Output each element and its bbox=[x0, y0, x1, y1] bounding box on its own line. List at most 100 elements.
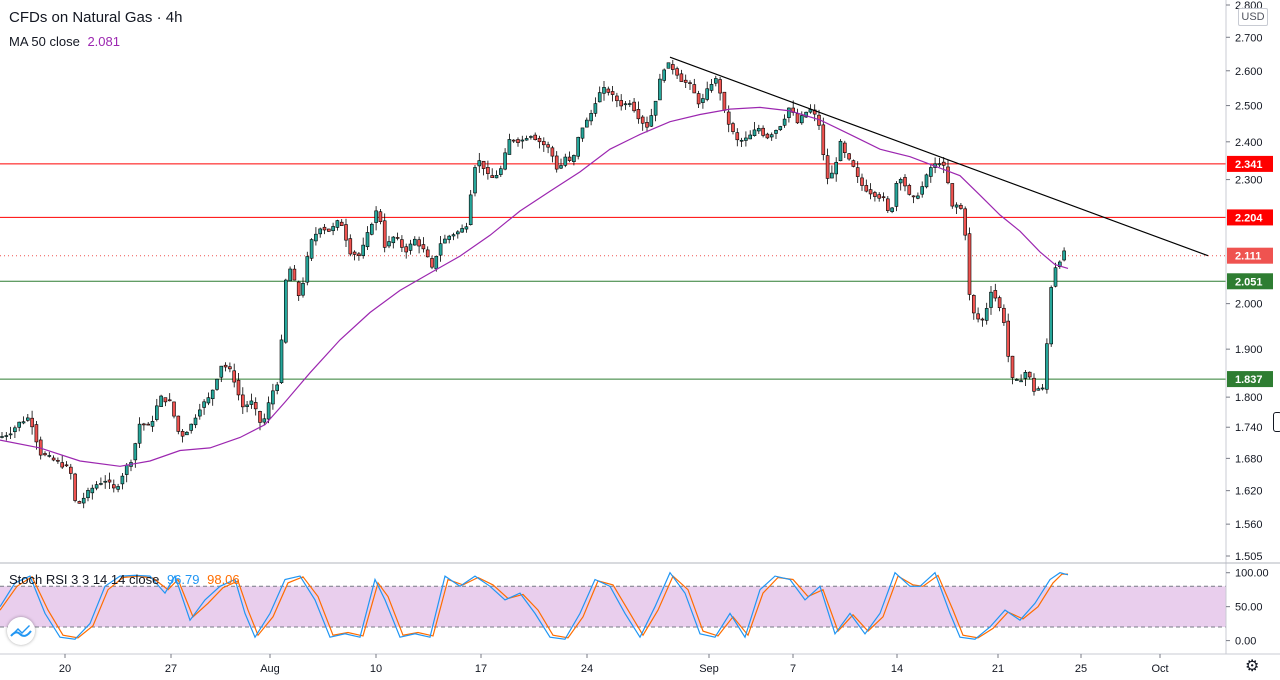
candle-up bbox=[301, 283, 305, 296]
candle-up bbox=[713, 78, 718, 84]
candle-down bbox=[1032, 377, 1036, 392]
candle-up bbox=[920, 186, 925, 195]
candle-down bbox=[258, 411, 262, 423]
candle-up bbox=[262, 418, 267, 423]
price-tick-label: 1.505 bbox=[1235, 551, 1263, 563]
candle-down bbox=[795, 113, 800, 124]
candle-up bbox=[21, 421, 26, 424]
stoch-tick-label: 0.00 bbox=[1235, 636, 1256, 648]
candle-up bbox=[494, 175, 499, 179]
candle-up bbox=[434, 255, 439, 270]
candle-up bbox=[124, 464, 129, 475]
stoch-k-value: 96.79 bbox=[166, 572, 200, 587]
moving-average-line bbox=[0, 106, 1069, 467]
candle-up bbox=[477, 160, 482, 167]
candle-up bbox=[1062, 250, 1066, 261]
candle-up bbox=[25, 417, 30, 421]
support-level-tag bbox=[1227, 371, 1273, 388]
candle-down bbox=[296, 281, 301, 296]
candle-down bbox=[430, 258, 434, 268]
candle-down bbox=[554, 155, 559, 170]
candle-up bbox=[830, 172, 834, 179]
scale-drag-handle-icon[interactable] bbox=[1273, 412, 1280, 432]
currency-badge[interactable]: USD bbox=[1238, 8, 1268, 26]
stoch-legend[interactable]: Stoch RSI 3 3 14 14 close 96.79 98.06 bbox=[9, 572, 240, 587]
candle-down bbox=[946, 166, 950, 184]
symbol-legend[interactable]: CFDs on Natural Gas · 4h bbox=[9, 9, 182, 26]
candle-up bbox=[1040, 387, 1045, 390]
candle-down bbox=[1027, 371, 1032, 378]
candle-up bbox=[937, 163, 942, 166]
candle-down bbox=[537, 137, 542, 143]
candle-up bbox=[572, 155, 576, 162]
candle-up bbox=[133, 443, 138, 461]
resistance-level-label: 2.341 bbox=[1235, 159, 1263, 171]
price-tick-label: 2.300 bbox=[1235, 175, 1263, 187]
time-tick-label: 20 bbox=[59, 663, 71, 675]
candle-up bbox=[374, 210, 378, 223]
candle-up bbox=[369, 223, 374, 235]
candle-up bbox=[206, 397, 211, 404]
candle-down bbox=[69, 466, 73, 474]
candle-up bbox=[1023, 372, 1028, 379]
tradingview-logo-icon[interactable] bbox=[7, 617, 35, 645]
candle-down bbox=[675, 68, 679, 76]
candle-up bbox=[447, 235, 452, 240]
candle-up bbox=[408, 243, 413, 251]
ma-legend[interactable]: MA 50 close 2.081 bbox=[9, 34, 120, 49]
candle-up bbox=[438, 243, 443, 256]
price-tick-label: 2.600 bbox=[1235, 66, 1263, 78]
candle-up bbox=[266, 402, 271, 420]
candle-down bbox=[163, 397, 168, 403]
current-price-tag bbox=[1227, 247, 1273, 264]
support-level-tag bbox=[1227, 273, 1273, 290]
candle-up bbox=[86, 490, 90, 499]
candle-down bbox=[606, 88, 611, 93]
candle-down bbox=[971, 295, 976, 314]
candle-up bbox=[954, 204, 959, 208]
time-tick-label: 27 bbox=[165, 663, 177, 675]
candle-up bbox=[1019, 380, 1023, 383]
candle-up bbox=[739, 139, 744, 142]
candle-down bbox=[842, 142, 847, 153]
candle-up bbox=[391, 236, 396, 244]
candle-up bbox=[658, 78, 662, 101]
candle-up bbox=[666, 62, 671, 69]
stoch-tick-label: 100.00 bbox=[1235, 568, 1269, 580]
price-pane[interactable] bbox=[0, 56, 1226, 509]
candle-up bbox=[219, 365, 224, 378]
support-level-label: 1.837 bbox=[1235, 374, 1263, 386]
candle-down bbox=[903, 177, 907, 187]
candle-up bbox=[787, 107, 791, 118]
candle-down bbox=[322, 226, 327, 231]
candle-down bbox=[615, 95, 619, 102]
time-tick-label: Sep bbox=[699, 663, 719, 675]
candle-down bbox=[533, 134, 538, 140]
candle-up bbox=[116, 486, 120, 490]
candle-down bbox=[236, 379, 241, 396]
candle-up bbox=[159, 395, 163, 407]
gear-icon[interactable]: ⚙ bbox=[1245, 658, 1260, 675]
stoch-rsi-pane[interactable] bbox=[0, 571, 1226, 640]
symbol-title[interactable]: CFDs on Natural Gas bbox=[9, 9, 153, 26]
candle-down bbox=[34, 424, 39, 443]
candle-down bbox=[1010, 355, 1015, 378]
candle-up bbox=[778, 126, 783, 131]
candle-down bbox=[959, 204, 963, 209]
candle-up bbox=[756, 128, 761, 132]
candle-down bbox=[73, 473, 77, 501]
candle-up bbox=[744, 137, 748, 141]
candle-down bbox=[490, 175, 495, 178]
candle-up bbox=[894, 183, 899, 207]
candle-up bbox=[305, 256, 310, 283]
candle-down bbox=[825, 155, 830, 179]
candle-up bbox=[1049, 287, 1053, 345]
interval-label[interactable]: 4h bbox=[165, 9, 183, 26]
candle-up bbox=[503, 152, 507, 170]
candle-up bbox=[559, 165, 563, 169]
candle-down bbox=[619, 100, 624, 107]
candle-up bbox=[662, 69, 667, 81]
price-tick-label: 1.560 bbox=[1235, 519, 1263, 531]
candle-up bbox=[748, 134, 753, 140]
